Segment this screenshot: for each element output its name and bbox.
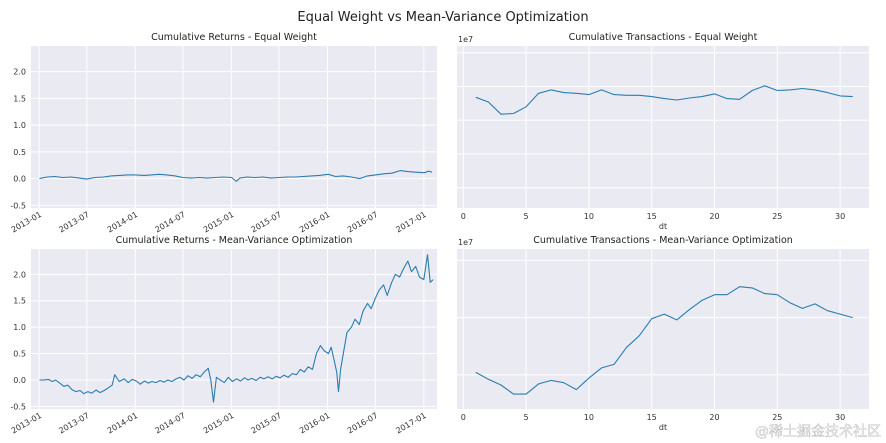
panel-p3: Cumulative Returns - Mean-Variance Optim… [10, 235, 437, 435]
x-tick-label: 2013-01 [10, 411, 43, 436]
panel-p1: Cumulative Returns - Equal Weight -0.5 0.0… [10, 32, 437, 234]
figure-suptitle: Equal Weight vs Mean-Variance Optimizati… [297, 10, 588, 25]
x-tick-label: 5 [524, 212, 529, 221]
y-tick-label: 0.0 [13, 376, 26, 385]
y-tick-label: 0.0 [13, 175, 26, 184]
plot-area [31, 249, 437, 409]
plot-area [31, 46, 437, 208]
y-tick-label: 2.0 [13, 68, 26, 77]
x-tick-label: 2015-01 [202, 210, 235, 235]
series-line [475, 286, 853, 395]
x-tick-label: 2014-07 [153, 210, 186, 235]
x-tick-label: 10 [584, 413, 594, 422]
series-line [39, 254, 434, 403]
x-axis-label: dt [659, 423, 667, 432]
panel-title: Cumulative Returns - Equal Weight [151, 32, 317, 43]
x-tick-label: 2016-07 [346, 210, 379, 235]
series-line [475, 85, 853, 115]
panels: Cumulative Returns - Equal Weight -0.5 0.0… [10, 32, 869, 435]
y-offset-label: 1e7 [458, 238, 473, 247]
x-tick-label: 2014-01 [106, 411, 139, 436]
y-tick-label: -0.5 [10, 402, 26, 411]
x-tick-label: 25 [772, 413, 782, 422]
series-line [39, 170, 433, 182]
x-tick-label: 2013-07 [57, 411, 90, 436]
x-tick-label: 2013-07 [57, 210, 90, 235]
x-tick-label: 2013-01 [10, 210, 43, 235]
x-tick-label: 30 [835, 413, 845, 422]
x-tick-label: 2015-01 [202, 411, 235, 436]
x-tick-label: 2017-01 [394, 210, 427, 235]
plot-area [457, 46, 869, 208]
panel-title: Cumulative Transactions - Mean-Variance … [533, 235, 793, 246]
x-tick-label: 2014-01 [106, 210, 139, 235]
x-tick-label: 15 [647, 413, 657, 422]
y-tick-label: 0.5 [13, 350, 26, 359]
x-tick-label: 2016-01 [298, 411, 331, 436]
x-tick-label: 20 [709, 212, 719, 221]
x-tick-label: 15 [647, 212, 657, 221]
y-tick-label: -0.5 [10, 201, 26, 210]
x-tick-label: 2017-01 [394, 411, 427, 436]
x-tick-label: 25 [772, 212, 782, 221]
watermark: @稀土掘金技术社区 [755, 424, 881, 440]
y-offset-label: 1e7 [458, 35, 473, 44]
y-tick-label: 2.0 [13, 270, 26, 279]
x-tick-label: 5 [524, 413, 529, 422]
panel-p4: Cumulative Transactions - Mean-Variance … [457, 235, 869, 432]
panel-title: Cumulative Transactions - Equal Weight [569, 32, 758, 43]
x-tick-label: 0 [461, 413, 466, 422]
x-tick-label: 2015-07 [250, 411, 283, 436]
x-tick-label: 2014-07 [153, 411, 186, 436]
panel-p2: Cumulative Transactions - Equal Weight 1e… [457, 32, 869, 231]
x-tick-label: 20 [709, 413, 719, 422]
x-tick-label: 0 [461, 212, 466, 221]
x-tick-label: 2015-07 [250, 210, 283, 235]
y-tick-label: 1.0 [13, 121, 26, 130]
x-tick-label: 2016-01 [298, 210, 331, 235]
y-tick-label: 1.0 [13, 323, 26, 332]
x-tick-label: 2016-07 [346, 411, 379, 436]
x-tick-label: 30 [835, 212, 845, 221]
y-tick-label: 0.5 [13, 148, 26, 157]
x-axis-label: dt [659, 222, 667, 231]
y-tick-label: 1.5 [13, 297, 26, 306]
y-tick-label: 1.5 [13, 94, 26, 103]
plot-area [457, 249, 869, 409]
panel-title: Cumulative Returns - Mean-Variance Optim… [116, 235, 353, 246]
x-tick-label: 10 [584, 212, 594, 221]
